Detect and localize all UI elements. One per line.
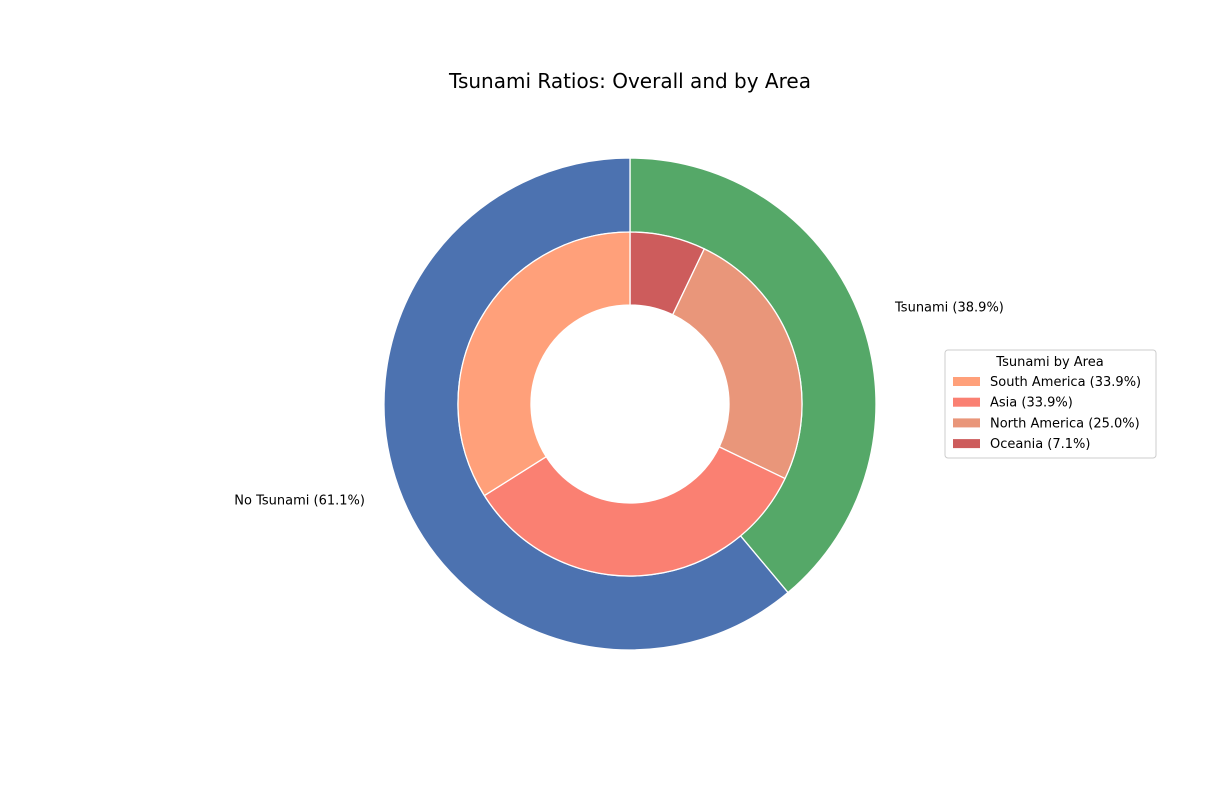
legend-label-asia: Asia (33.9%) bbox=[990, 396, 1073, 411]
outer-label-tsunami: Tsunami (38.9%) bbox=[894, 301, 1004, 316]
legend-label-south-america: South America (33.9%) bbox=[990, 375, 1141, 390]
outer-ring-labels: Tsunami (38.9%) No Tsunami (61.1%) bbox=[234, 301, 1004, 509]
legend-swatch-asia bbox=[953, 397, 980, 407]
legend-swatch-north-america bbox=[953, 418, 980, 428]
legend-frame bbox=[944, 349, 1157, 459]
inner-slice-south-america bbox=[457, 231, 631, 497]
legend-title: Tsunami by Area bbox=[995, 355, 1103, 370]
legend-label-north-america: North America (25.0%) bbox=[990, 416, 1140, 431]
outer-label-no-tsunami: No Tsunami (61.1%) bbox=[234, 493, 365, 508]
inner-ring bbox=[457, 231, 803, 577]
legend-swatch-south-america bbox=[953, 377, 980, 386]
inner-slice-asia bbox=[483, 446, 786, 577]
legend-swatch-oceania bbox=[953, 439, 980, 449]
chart-title: Tsunami Ratios: Overall and by Area bbox=[448, 69, 811, 93]
inner-slice-north-america bbox=[671, 247, 803, 480]
legend-label-oceania: Oceania (7.1%) bbox=[990, 437, 1090, 452]
legend: Tsunami by Area South America (33.9%) Asi… bbox=[944, 349, 1157, 459]
